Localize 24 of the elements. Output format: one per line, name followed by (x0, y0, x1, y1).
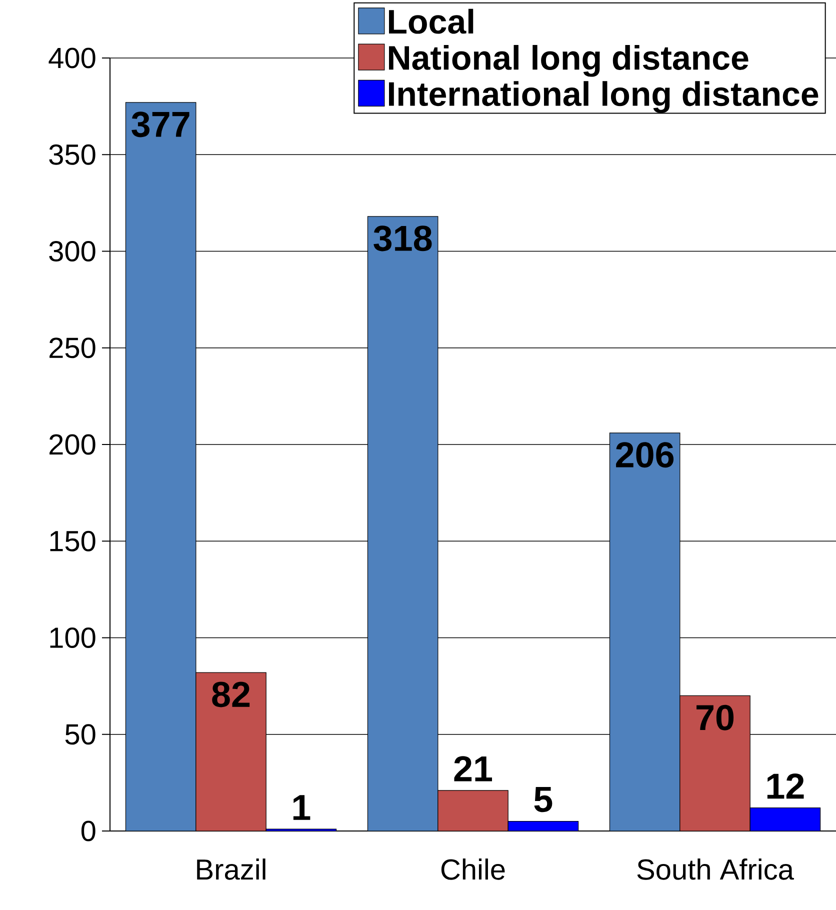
data-label: 318 (373, 226, 432, 252)
y-tick-label: 300 (48, 240, 96, 262)
legend-label: Local (388, 8, 473, 34)
x-tick-label: Brazil (196, 858, 266, 880)
data-label: 377 (131, 112, 190, 138)
y-tick-label: 350 (48, 144, 96, 165)
x-tick-label: South Africa (637, 858, 794, 880)
data-label: 70 (696, 704, 734, 730)
data-label: 5 (534, 787, 552, 812)
legend-label: International long distance (388, 81, 818, 113)
legend-label: National long distance (388, 44, 748, 77)
data-label: 82 (212, 682, 250, 708)
data-label: 21 (454, 756, 492, 782)
data-label: 1 (293, 795, 310, 820)
y-tick-label: 0 (81, 820, 96, 842)
y-tick-label: 50 (65, 724, 96, 745)
data-label: 206 (616, 442, 674, 468)
y-tick-label: 100 (50, 627, 96, 648)
y-tick-label: 250 (49, 338, 96, 358)
y-tick-label: 400 (48, 48, 96, 68)
y-tick-label: 200 (49, 434, 96, 455)
data-label: 12 (767, 773, 804, 799)
y-tick-label: 150 (50, 530, 96, 552)
x-tick-label: Chile (441, 858, 504, 880)
